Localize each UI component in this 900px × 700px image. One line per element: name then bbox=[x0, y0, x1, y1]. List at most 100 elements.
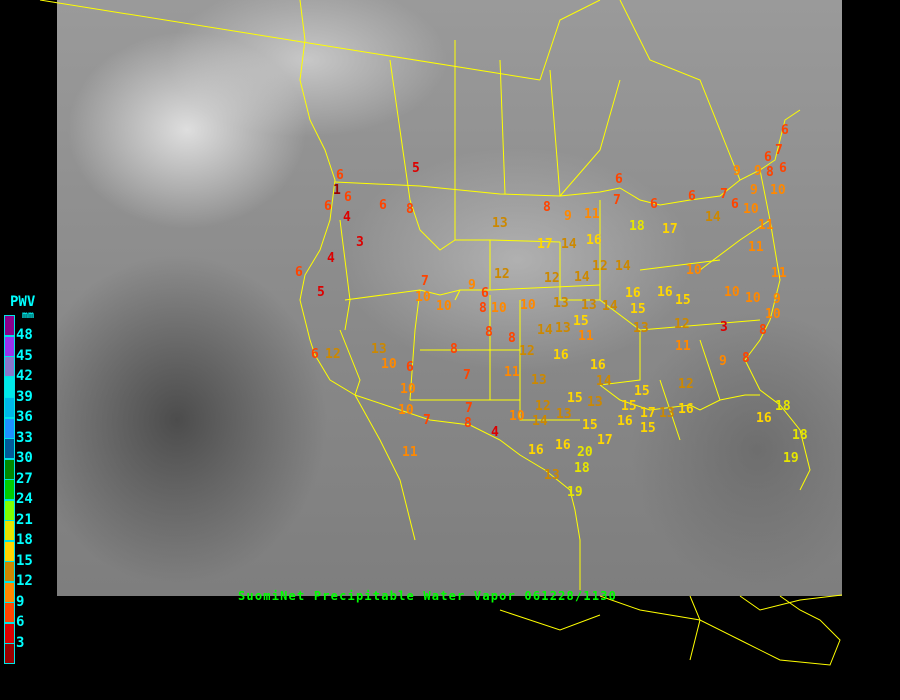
border-line bbox=[599, 384, 760, 411]
station-pwv-value: 7 bbox=[421, 273, 429, 289]
border-line bbox=[699, 339, 721, 401]
station-pwv-value: 19 bbox=[567, 484, 583, 500]
legend-label: 33 bbox=[16, 429, 33, 446]
station-pwv-value: 9 bbox=[468, 277, 476, 293]
station-pwv-value: 13 bbox=[544, 467, 560, 483]
station-pwv-value: 20 bbox=[577, 444, 593, 460]
station-pwv-value: 16 bbox=[590, 357, 606, 373]
legend-swatch bbox=[4, 520, 15, 541]
station-pwv-value: 15 bbox=[621, 398, 637, 414]
border-line bbox=[499, 59, 506, 195]
station-pwv-value: 6 bbox=[764, 149, 772, 165]
station-pwv-value: 10 bbox=[686, 262, 702, 278]
border-line bbox=[689, 595, 701, 661]
station-pwv-value: 6 bbox=[336, 167, 344, 183]
station-pwv-value: 15 bbox=[675, 292, 691, 308]
station-pwv-value: 15 bbox=[582, 417, 598, 433]
station-pwv-value: 6 bbox=[344, 189, 352, 205]
station-pwv-value: 13 bbox=[633, 320, 649, 336]
legend-label: 48 bbox=[16, 327, 33, 343]
legend-label: 24 bbox=[16, 491, 33, 507]
station-pwv-value: 10 bbox=[398, 402, 414, 418]
station-pwv-value: 10 bbox=[745, 290, 761, 306]
legend-label: 42 bbox=[16, 368, 33, 384]
station-pwv-value: 9 bbox=[733, 163, 741, 179]
station-pwv-value: 18 bbox=[792, 427, 808, 443]
station-pwv-value: 9 bbox=[754, 163, 762, 179]
station-pwv-value: 13 bbox=[553, 295, 569, 311]
station-pwv-value: 17 bbox=[662, 221, 678, 237]
legend-label: 30 bbox=[16, 450, 33, 466]
station-pwv-value: 10 bbox=[520, 297, 536, 313]
station-pwv-value: 13 bbox=[371, 341, 387, 357]
station-pwv-value: 17 bbox=[537, 236, 553, 252]
legend-swatch bbox=[4, 397, 15, 418]
border-line bbox=[39, 0, 541, 81]
border-line bbox=[354, 394, 581, 590]
border-line bbox=[619, 0, 741, 181]
legend-swatch bbox=[4, 561, 15, 582]
border-line bbox=[519, 300, 580, 421]
legend-swatch bbox=[4, 356, 15, 377]
station-pwv-value: 13 bbox=[659, 405, 675, 421]
legend-swatch bbox=[4, 417, 15, 439]
border-line bbox=[599, 595, 841, 666]
station-pwv-value: 5 bbox=[412, 160, 420, 176]
station-pwv-value: 14 bbox=[615, 258, 631, 274]
legend-label: 9 bbox=[16, 593, 25, 610]
station-pwv-value: 16 bbox=[528, 442, 544, 458]
station-pwv-value: 10 bbox=[743, 201, 759, 217]
legend-swatch bbox=[4, 315, 15, 336]
station-pwv-value: 12 bbox=[674, 316, 690, 332]
station-pwv-value: 15 bbox=[640, 420, 656, 436]
station-pwv-value: 14 bbox=[574, 269, 590, 285]
station-pwv-value: 6 bbox=[731, 196, 739, 212]
station-pwv-value: 5 bbox=[317, 284, 325, 300]
station-pwv-value: 3 bbox=[356, 234, 364, 250]
station-pwv-value: 16 bbox=[678, 401, 694, 417]
station-pwv-value: 19 bbox=[783, 450, 799, 466]
station-pwv-value: 8 bbox=[543, 199, 551, 215]
station-pwv-value: 8 bbox=[766, 164, 774, 180]
station-pwv-value: 12 bbox=[592, 258, 608, 274]
station-pwv-value: 11 bbox=[758, 217, 774, 233]
station-pwv-value: 10 bbox=[765, 306, 781, 322]
station-pwv-value: 8 bbox=[485, 324, 493, 340]
station-pwv-value: 11 bbox=[771, 265, 787, 281]
station-pwv-value: 11 bbox=[504, 364, 520, 380]
station-pwv-value: 6 bbox=[379, 197, 387, 213]
station-pwv-value: 10 bbox=[724, 284, 740, 300]
border-line bbox=[339, 219, 351, 331]
station-pwv-value: 13 bbox=[556, 406, 572, 422]
border-line bbox=[539, 0, 601, 81]
border-line bbox=[489, 239, 561, 243]
border-line bbox=[744, 169, 811, 491]
station-pwv-value: 15 bbox=[634, 383, 650, 399]
station-pwv-value: 6 bbox=[295, 264, 303, 280]
station-pwv-value: 9 bbox=[773, 291, 781, 307]
station-pwv-value: 10 bbox=[381, 356, 397, 372]
station-pwv-value: 8 bbox=[479, 300, 487, 316]
station-pwv-value: 9 bbox=[750, 182, 758, 198]
legend-swatch bbox=[4, 602, 15, 623]
station-pwv-value: 13 bbox=[492, 215, 508, 231]
station-pwv-value: 18 bbox=[574, 460, 590, 476]
legend-label: 45 bbox=[16, 347, 33, 364]
legend-swatch bbox=[4, 499, 15, 521]
border-line bbox=[334, 181, 621, 197]
station-pwv-value: 6 bbox=[615, 171, 623, 187]
border-line bbox=[339, 329, 361, 396]
station-pwv-value: 16 bbox=[625, 285, 641, 301]
station-pwv-value: 11 bbox=[675, 338, 691, 354]
station-pwv-value: 18 bbox=[629, 218, 645, 234]
station-pwv-value: 10 bbox=[415, 289, 431, 305]
station-pwv-value: 8 bbox=[464, 415, 472, 431]
border-line bbox=[389, 59, 456, 251]
station-pwv-value: 8 bbox=[508, 330, 516, 346]
legend-unit: mm bbox=[22, 310, 35, 321]
station-pwv-value: 6 bbox=[406, 359, 414, 375]
station-pwv-value: 11 bbox=[748, 239, 764, 255]
station-pwv-value: 17 bbox=[640, 405, 656, 421]
station-pwv-value: 6 bbox=[311, 346, 319, 362]
station-pwv-value: 1 bbox=[333, 182, 341, 198]
